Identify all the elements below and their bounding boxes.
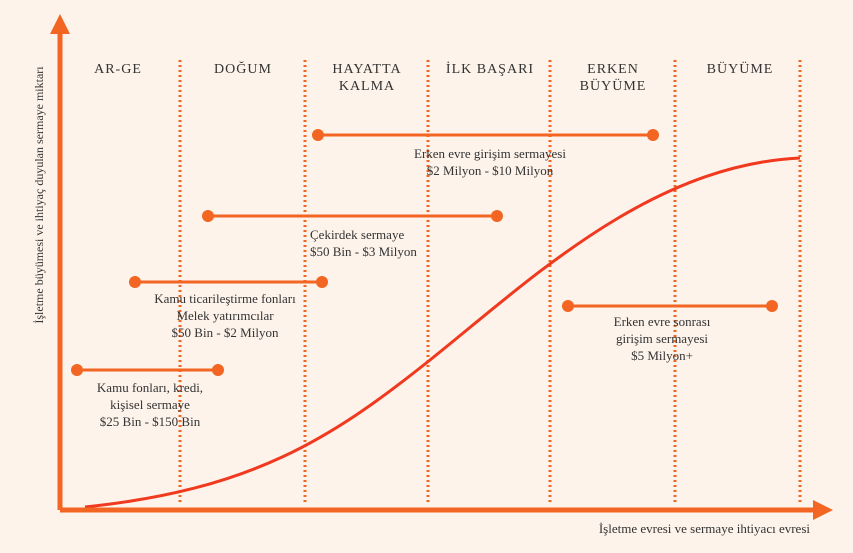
funding-label: $25 Bin - $150 Bin [100, 414, 201, 429]
range-end [766, 300, 778, 312]
range-end [491, 210, 503, 222]
funding-label: $5 Milyon+ [631, 348, 693, 363]
stage-dividers [178, 60, 802, 505]
funding-label: girişim sermayesi [616, 331, 708, 346]
axes [50, 14, 833, 520]
funding-label: Kamu ticarileştirme fonları [154, 291, 296, 306]
funding-label: $50 Bin - $2 Milyon [172, 325, 279, 340]
x-axis-label: İşletme evresi ve sermaye ihtiyacı evres… [599, 521, 811, 536]
funding-label: $50 Bin - $3 Milyon [310, 244, 417, 259]
stage-label: ERKEN [587, 62, 639, 77]
funding-label: Melek yatırımcılar [176, 308, 274, 323]
funding-label: $2 Milyon - $10 Milyon [427, 163, 554, 178]
stage-label: DOĞUM [214, 60, 272, 77]
range-end [71, 364, 83, 376]
range-end [202, 210, 214, 222]
range-end [129, 276, 141, 288]
stage-label: İLK BAŞARI [446, 61, 534, 77]
stage-label: BÜYÜME [580, 77, 647, 94]
range-end [562, 300, 574, 312]
stage-label: BÜYÜME [707, 60, 774, 77]
stage-label: HAYATTA [332, 62, 401, 77]
funding-label: kişisel sermaye [110, 397, 190, 412]
stage-label: KALMA [339, 79, 395, 94]
y-axis-label: İşletme büyümesi ve ihtiyaç duyulan serm… [32, 66, 46, 324]
range-end [312, 129, 324, 141]
funding-label: Erken evre girişim sermayesi [414, 146, 566, 161]
range-end [212, 364, 224, 376]
growth-curve [84, 156, 801, 509]
funding-label: Erken evre sonrası [614, 314, 711, 329]
range-end [647, 129, 659, 141]
funding-label: Çekirdek sermaye [310, 227, 404, 242]
range-end [316, 276, 328, 288]
funding-label: Kamu fonları, kredi, [97, 380, 203, 395]
stage-label: AR-GE [94, 62, 142, 77]
